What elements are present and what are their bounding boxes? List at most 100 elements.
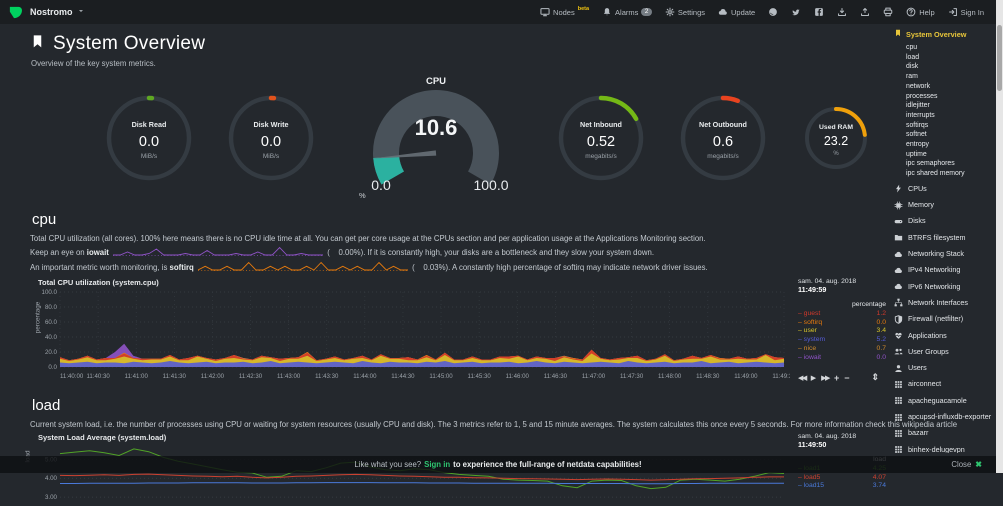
- gauge-used-ram[interactable]: Used RAM 23.2%: [784, 105, 888, 171]
- nav-item-printer[interactable]: [883, 7, 893, 17]
- sidebar-item-networking-stack[interactable]: Networking Stack: [894, 249, 993, 261]
- page-scrollbar[interactable]: [996, 0, 1003, 473]
- sidebar-item-binhex-delugevpn[interactable]: binhex-delugevpn: [894, 444, 993, 453]
- cpu-chart-canvas[interactable]: 0.0 20.0 40.0 60.0 80.0 100.0 11:40:00 11:40:30…: [30, 288, 797, 380]
- banner-sign-in-link[interactable]: Sign in: [424, 460, 451, 469]
- gauge-disk-read[interactable]: Disk Read 0.0 MiB/s: [88, 94, 210, 182]
- sidebar-subitem-ipc-semaphores[interactable]: ipc semaphores: [906, 160, 955, 168]
- cpu-section-description: Total CPU utilization (all cores). 100% …: [30, 234, 706, 243]
- sidebar-item-apacheguacamole[interactable]: apacheguacamole: [894, 396, 993, 408]
- sidebar-item-firewall-netfilter[interactable]: Firewall (netfilter): [894, 314, 993, 326]
- nav-item-twitter[interactable]: [791, 7, 801, 17]
- legend-item-load5[interactable]: – load5 4.07: [798, 474, 886, 483]
- microchip-icon: [894, 201, 903, 212]
- sidebar-item-btrfs-filesystem[interactable]: BTRFS filesystem: [894, 233, 993, 245]
- nav-item-settings[interactable]: Settings: [665, 7, 705, 17]
- sidebar-subitem-softirqs[interactable]: softirqs: [906, 121, 929, 129]
- toolbar-forward-button[interactable]: ▶▶: [821, 374, 830, 382]
- sidebar-item-memory[interactable]: Memory: [894, 200, 993, 212]
- nav-item-alarms[interactable]: Alarms 2: [602, 7, 652, 17]
- netdata-logo-icon[interactable]: [8, 5, 23, 20]
- gauge-disk-write[interactable]: Disk Write 0.0 MiB/s: [210, 94, 332, 182]
- caret-down-icon: [77, 7, 85, 17]
- gauge-net-inbound[interactable]: Net Inbound 0.52 megabits/s: [540, 94, 662, 182]
- hdd-icon: [894, 217, 903, 228]
- sidebar-item-cpus[interactable]: CPUs: [894, 184, 993, 196]
- nav-item-help[interactable]: Help: [906, 7, 935, 17]
- sidebar-subitem-disk[interactable]: disk: [906, 63, 919, 71]
- sidebar-subitem-idlejitter[interactable]: idlejitter: [906, 102, 930, 110]
- sidebar-subitem-interrupts[interactable]: interrupts: [906, 111, 935, 119]
- sidebar-item-ipv4-networking[interactable]: IPv4 Networking: [894, 265, 993, 277]
- sidebar-subitem-ipc-shared-memory[interactable]: ipc shared memory: [906, 170, 965, 178]
- svg-text:11:47:00: 11:47:00: [582, 373, 606, 380]
- sidebar-subitem-softnet[interactable]: softnet: [906, 131, 927, 139]
- legend-item-user[interactable]: – user 3.4: [798, 327, 886, 336]
- toolbar-minus-button[interactable]: −: [844, 372, 850, 383]
- legend-series-value: 0.7: [876, 344, 886, 352]
- legend-series-name: – load15: [798, 482, 825, 490]
- legend-series-name: – nice: [798, 344, 817, 352]
- svg-text:11:49:30: 11:49:30: [772, 373, 790, 380]
- cpu-chart-ylabel: percentage: [34, 301, 42, 334]
- legend-item-iowait[interactable]: – iowait 0.0: [798, 354, 886, 363]
- sidebar-item-airconnect[interactable]: airconnect: [894, 379, 993, 391]
- nav-item-sign-in[interactable]: Sign In: [948, 7, 984, 17]
- sidebar-item-disks[interactable]: Disks: [894, 217, 993, 228]
- legend-item-load15[interactable]: – load15 3.74: [798, 482, 886, 491]
- grid-icon: [894, 397, 903, 408]
- legend-item-softirq[interactable]: – softirq 0.0: [798, 319, 886, 328]
- sidebar-item-label: Disks: [908, 216, 926, 226]
- iowait-keyword: iowait: [86, 247, 109, 257]
- nav-item-github[interactable]: [768, 7, 778, 17]
- toolbar-plus-button[interactable]: +: [833, 372, 840, 383]
- sidebar-item-network-interfaces[interactable]: Network Interfaces: [894, 298, 993, 310]
- nav-item-download[interactable]: [837, 7, 847, 17]
- svg-text:Net Inbound: Net Inbound: [580, 120, 622, 129]
- legend-item-system[interactable]: – system 5.2: [798, 336, 886, 345]
- sidebar-subitem-load[interactable]: load: [906, 53, 920, 61]
- banner-post-text: to experience the full-range of netdata …: [453, 460, 642, 469]
- gauge-net-outbound[interactable]: Net Outbound 0.6 megabits/s: [662, 94, 784, 182]
- nav-item-facebook[interactable]: [814, 7, 824, 17]
- toolbar-resize-button[interactable]: ⇕: [871, 372, 880, 383]
- sidebar-subitem-uptime[interactable]: uptime: [906, 150, 927, 158]
- sidebar-subitem-cpu[interactable]: cpu: [906, 44, 918, 51]
- close-button[interactable]: Close ✖: [951, 456, 982, 473]
- sidebar-subitem-entropy[interactable]: entropy: [906, 141, 929, 149]
- cpu-chart: Total CPU utilization (system.cpu) percen…: [30, 278, 890, 385]
- sidebar-item-applications[interactable]: Applications: [894, 331, 993, 343]
- sidebar-subitem-processes[interactable]: processes: [906, 92, 938, 100]
- cpu-section: cpu Total CPU utilization (all cores). 1…: [30, 211, 890, 385]
- nav-item-nodes[interactable]: Nodes beta: [540, 6, 589, 17]
- sidebar-subitem-network[interactable]: network: [906, 82, 931, 90]
- sidebar-subitem-ram[interactable]: ram: [906, 73, 918, 81]
- sidebar-item-users[interactable]: Users: [894, 363, 993, 375]
- load-section: load Current system load, i.e. the numbe…: [24, 397, 957, 506]
- alarms-count-badge: 2: [641, 7, 652, 17]
- sidebar-nav: System Overview cpu load disk ram network proc…: [894, 29, 993, 453]
- page-scrollbar-thumb[interactable]: [997, 25, 1002, 91]
- legend-item-nice[interactable]: – nice 0.7: [798, 345, 886, 354]
- gauge-cpu[interactable]: CPU 10.6 0.0 100.0%: [344, 76, 528, 199]
- cloud-icon: [718, 7, 728, 17]
- sidebar-item-label: binhex-delugevpn: [908, 444, 965, 453]
- sidebar-item-label: bazarr: [908, 428, 929, 438]
- sidebar-item-label: User Groups: [908, 346, 949, 356]
- hostname-dropdown[interactable]: Nostromo: [30, 7, 85, 17]
- toolbar-play-button[interactable]: ▶: [810, 374, 817, 382]
- sidebar-overview-sublist: cpu load disk ram network processes idlejitter…: [894, 43, 993, 179]
- sidebar-item-ipv6-networking[interactable]: IPv6 Networking: [894, 282, 993, 294]
- legend-time: 11:49:59: [798, 285, 827, 294]
- cpu-chart-legend: sam. 04. aug. 2018 11:49:59 percentage – gu…: [790, 278, 886, 385]
- sidebar-item-user-groups[interactable]: User Groups: [894, 346, 993, 359]
- sidebar-item-label: Memory: [908, 200, 934, 210]
- toolbar-backward-button[interactable]: ◀◀: [798, 374, 807, 382]
- sidebar-item-system-overview[interactable]: System Overview: [894, 29, 993, 39]
- legend-item-guest[interactable]: – guest 1.2: [798, 310, 886, 319]
- nav-item-upload[interactable]: [860, 7, 870, 17]
- sidebar-item-apcupsd-influxdb-exporter[interactable]: apcupsd-influxdb-exporter: [894, 412, 993, 424]
- nav-item-label: Alarms: [615, 7, 639, 17]
- sidebar-item-bazarr[interactable]: bazarr: [894, 428, 993, 440]
- nav-item-update[interactable]: Update: [718, 7, 755, 17]
